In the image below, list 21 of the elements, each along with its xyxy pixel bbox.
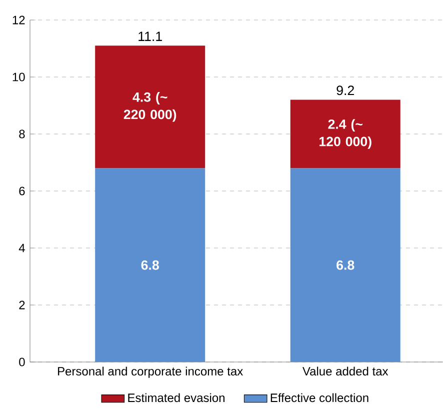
data-label: 6.8 <box>141 260 159 270</box>
y-tick-label: 4 <box>18 244 25 252</box>
legend-label: Effective collection <box>270 393 368 402</box>
bar <box>95 46 206 168</box>
y-tick-label: 10 <box>12 72 25 82</box>
total-label: 11.1 <box>138 32 162 41</box>
legend-label: Estimated evasion <box>128 393 224 402</box>
total-label: 9.2 <box>336 86 354 96</box>
data-label: 2.4 (~ 120 000) <box>320 119 372 149</box>
y-tick-label: 6 <box>19 186 25 196</box>
y-tick-label: 2 <box>19 300 25 310</box>
bar <box>290 100 400 168</box>
bar <box>95 168 206 362</box>
y-tick-label: 8 <box>19 130 25 138</box>
y-tick-label: 0 <box>19 358 25 366</box>
bar <box>290 168 400 362</box>
y-tick-label: 12 <box>12 16 25 24</box>
data-label: 4.3 (~ 220 000) <box>124 92 176 122</box>
x-tick-label: Personal and corporate income tax <box>58 366 243 378</box>
x-tick-label: Value added tax <box>302 366 388 376</box>
data-label: 6.8 <box>336 260 354 270</box>
